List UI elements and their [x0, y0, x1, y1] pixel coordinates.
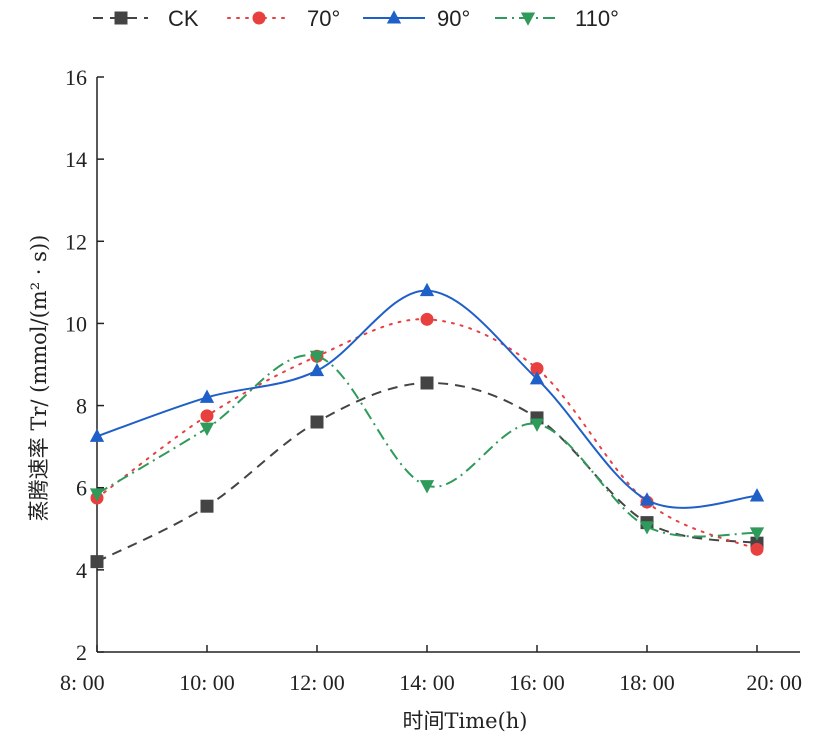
data-point-110	[89, 488, 105, 502]
data-point-90	[199, 389, 215, 403]
data-point-90	[639, 492, 655, 506]
data-point-90	[419, 282, 435, 297]
y-axis-title: 蒸腾速率 Tr/ (mmol/(m² · s))	[27, 235, 51, 522]
legend-label: 90°	[437, 6, 470, 31]
legend: CK 70° 90° 110°	[93, 6, 619, 31]
series-ck	[90, 376, 764, 569]
legend-item-70: 70°	[227, 6, 340, 31]
data-point-110	[749, 527, 765, 541]
series-group	[89, 282, 765, 569]
y-tick-label: 8	[76, 394, 87, 419]
y-tick-label: 10	[65, 311, 87, 336]
data-point-110	[639, 521, 655, 535]
x-tick-label: 10: 00	[179, 670, 235, 695]
data-point-ck	[90, 555, 104, 569]
x-tick-label: 14: 00	[399, 670, 455, 695]
data-point-70	[200, 409, 214, 423]
x-tick-label: 20: 00	[746, 670, 802, 695]
legend-item-90: 90°	[363, 6, 470, 31]
data-point-90	[89, 428, 105, 442]
data-point-110	[529, 418, 545, 432]
y-tick-label: 6	[76, 476, 87, 501]
y-tick-label: 14	[65, 147, 87, 172]
x-tick-label: 12: 00	[289, 670, 345, 695]
legend-item-ck: CK	[93, 6, 199, 31]
data-point-110	[419, 480, 435, 494]
legend-label: 70°	[307, 6, 340, 31]
data-point-ck	[420, 376, 434, 390]
data-point-110	[199, 422, 215, 436]
data-point-90	[529, 371, 545, 385]
legend-label: CK	[168, 6, 199, 31]
legend-marker	[252, 11, 266, 25]
series-line-ck	[96, 381, 758, 563]
data-point-70	[750, 542, 764, 556]
y-tick-label: 4	[76, 558, 87, 583]
axes: 2 4 6 8 10 12 14 16 8: 00 10: 00 12: 00 14: 00 16: 0…	[60, 65, 802, 695]
data-point-ck	[200, 499, 214, 513]
data-point-90	[309, 362, 325, 377]
series-70	[90, 312, 764, 556]
legend-marker	[520, 12, 536, 26]
y-tick-label: 12	[65, 229, 87, 254]
data-point-90	[749, 488, 765, 502]
data-point-70	[420, 312, 434, 326]
legend-marker	[386, 10, 402, 24]
legend-item-110: 110°	[495, 6, 619, 31]
data-point-70	[530, 362, 544, 376]
series-90	[89, 282, 765, 509]
series-line-70	[96, 318, 758, 551]
legend-marker	[114, 11, 128, 25]
data-point-ck	[310, 415, 324, 429]
x-tick-label: 18: 00	[619, 670, 675, 695]
x-tick-label: 16: 00	[509, 670, 565, 695]
data-point-110	[309, 350, 325, 365]
legend-label: 110°	[575, 6, 619, 31]
y-tick-label: 2	[76, 640, 87, 665]
y-tick-label: 16	[65, 65, 87, 90]
x-axis-title: 时间Time(h)	[403, 709, 528, 733]
x-tick-label: 8: 00	[60, 670, 105, 695]
series-110	[89, 350, 765, 541]
